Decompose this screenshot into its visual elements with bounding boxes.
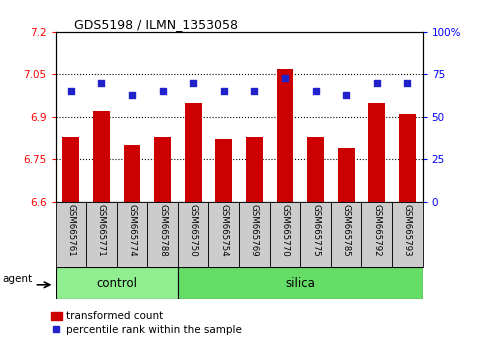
Text: GSM665750: GSM665750	[189, 204, 198, 257]
Point	[342, 92, 350, 98]
Bar	[185, 103, 201, 202]
Point	[189, 80, 197, 86]
Text: GSM665785: GSM665785	[341, 204, 351, 257]
Bar	[361, 202, 392, 267]
Bar	[147, 202, 178, 267]
Text: GSM665775: GSM665775	[311, 204, 320, 257]
Bar	[300, 202, 331, 267]
Bar	[124, 145, 141, 202]
Bar	[369, 103, 385, 202]
Point	[281, 75, 289, 81]
Bar	[62, 137, 79, 202]
Bar	[307, 137, 324, 202]
Bar	[178, 202, 209, 267]
Bar	[86, 202, 117, 267]
Point	[67, 88, 75, 94]
Bar	[239, 202, 270, 267]
Point	[251, 88, 258, 94]
Bar	[338, 148, 355, 202]
Point	[220, 88, 227, 94]
Text: GSM665793: GSM665793	[403, 204, 412, 256]
Bar	[399, 114, 416, 202]
Point	[403, 80, 411, 86]
Point	[373, 80, 381, 86]
Text: GSM665788: GSM665788	[158, 204, 167, 257]
Text: GSM665771: GSM665771	[97, 204, 106, 257]
Bar	[154, 137, 171, 202]
Bar	[215, 139, 232, 202]
Text: GSM665769: GSM665769	[250, 204, 259, 256]
Bar	[209, 202, 239, 267]
Text: GSM665770: GSM665770	[281, 204, 289, 257]
Text: GDS5198 / ILMN_1353058: GDS5198 / ILMN_1353058	[74, 18, 238, 31]
Text: GSM665792: GSM665792	[372, 204, 381, 256]
Bar	[331, 202, 361, 267]
Bar	[56, 202, 86, 267]
Bar	[93, 111, 110, 202]
Bar	[56, 267, 178, 299]
Bar	[277, 69, 293, 202]
Bar	[117, 202, 147, 267]
Point	[312, 88, 319, 94]
Text: control: control	[96, 277, 137, 290]
Text: GSM665774: GSM665774	[128, 204, 137, 257]
Point	[98, 80, 105, 86]
Text: agent: agent	[3, 274, 33, 284]
Bar	[392, 202, 423, 267]
Point	[128, 92, 136, 98]
Bar	[246, 137, 263, 202]
Legend: transformed count, percentile rank within the sample: transformed count, percentile rank withi…	[51, 312, 242, 335]
Text: GSM665761: GSM665761	[66, 204, 75, 257]
Text: GSM665754: GSM665754	[219, 204, 228, 257]
Bar	[178, 267, 423, 299]
Bar	[270, 202, 300, 267]
Text: silica: silica	[285, 277, 315, 290]
Point	[159, 88, 167, 94]
